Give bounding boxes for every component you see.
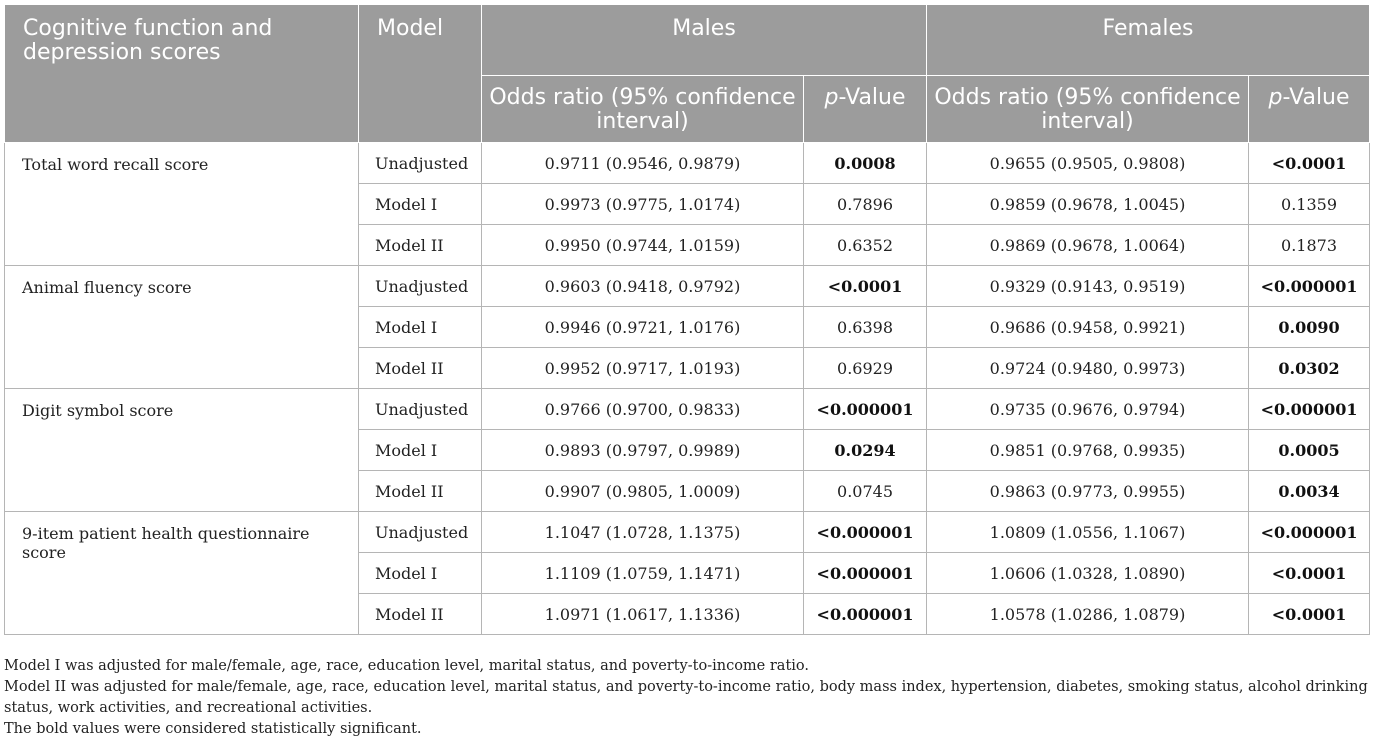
males-odds-ratio-cell: 0.9766 (0.9700, 0.9833) [481, 388, 804, 430]
females-odds-ratio-cell: 0.9686 (0.9458, 0.9921) [926, 306, 1250, 348]
metric-cell: 9-item patient health questionnaire scor… [4, 511, 359, 635]
females-group-header: Females [926, 4, 1371, 76]
model-cell: Model II [358, 593, 482, 635]
model-cell: Unadjusted [358, 142, 482, 184]
table-row: Model I 0.9946 (0.9721, 1.0176) 0.6398 0.96… [5, 306, 1371, 348]
males-odds-ratio-header: Odds ratio (95% confidence interval) [481, 75, 804, 143]
females-p-value-cell: 0.0302 [1248, 347, 1371, 389]
table-row: Model I 0.9973 (0.9775, 1.0174) 0.7896 0.98… [5, 183, 1371, 225]
table-row: 9-item patient health questionnaire scor… [4, 511, 1371, 635]
model-cell: Model I [358, 429, 482, 471]
males-odds-ratio-cell: 1.0971 (1.0617, 1.1336) [481, 593, 804, 635]
males-p-value-cell: 0.0294 [802, 429, 928, 471]
table-header: Cognitive function and depression scores… [4, 4, 1371, 143]
males-odds-ratio-cell: 0.9973 (0.9775, 1.0174) [481, 183, 804, 225]
model-cell: Unadjusted [358, 388, 482, 430]
females-p-value-cell: 0.0034 [1248, 470, 1371, 512]
females-p-value-cell: 0.1873 [1248, 224, 1371, 266]
females-p-value-cell: 0.0090 [1248, 306, 1371, 348]
model-cell: Model I [358, 183, 482, 225]
model-column-header: Model [358, 4, 482, 143]
model-cell: Model II [358, 347, 482, 389]
table-footnotes: Model I was adjusted for male/female, ag… [4, 656, 1370, 740]
footnote-model-i: Model I was adjusted for male/female, ag… [4, 658, 809, 674]
females-p-value-cell: <0.000001 [1248, 511, 1371, 553]
females-odds-ratio-cell: 1.0809 (1.0556, 1.1067) [926, 511, 1250, 553]
females-odds-ratio-cell: 0.9869 (0.9678, 1.0064) [926, 224, 1250, 266]
males-p-value-cell: <0.000001 [802, 388, 928, 430]
metric-cell: Digit symbol score [4, 388, 359, 512]
males-p-value-cell: <0.000001 [802, 593, 928, 635]
females-p-value-cell: 0.0005 [1248, 429, 1371, 471]
males-p-value-cell: 0.6398 [802, 306, 928, 348]
results-table-container: Cognitive function and depression scores… [4, 4, 1371, 635]
model-cell: Unadjusted [358, 511, 482, 553]
females-odds-ratio-cell: 0.9724 (0.9480, 0.9973) [926, 347, 1250, 389]
metric-cell: Animal fluency score [4, 265, 359, 389]
males-odds-ratio-cell: 0.9946 (0.9721, 1.0176) [481, 306, 804, 348]
model-cell: Unadjusted [358, 265, 482, 307]
table-row: Model I 0.9893 (0.9797, 0.9989) 0.0294 0.98… [5, 429, 1371, 471]
p-suffix: -Value [838, 85, 906, 110]
females-odds-ratio-header: Odds ratio (95% confidence interval) [926, 75, 1250, 143]
odds-ratio-table: Cognitive function and depression scores… [4, 4, 1371, 635]
females-odds-ratio-cell: 1.0578 (1.0286, 1.0879) [926, 593, 1250, 635]
males-p-value-cell: 0.0008 [802, 142, 928, 184]
p-italic: p [1268, 85, 1283, 110]
males-odds-ratio-cell: 0.9907 (0.9805, 1.0009) [481, 470, 804, 512]
females-p-value-cell: <0.0001 [1248, 142, 1371, 184]
males-p-value-cell: 0.6352 [802, 224, 928, 266]
model-cell: Model I [358, 552, 482, 594]
footnote-model-ii: Model II was adjusted for male/female, a… [4, 679, 1368, 716]
p-italic: p [824, 85, 839, 110]
males-odds-ratio-cell: 0.9893 (0.9797, 0.9989) [481, 429, 804, 471]
model-cell: Model II [358, 470, 482, 512]
males-p-value-header: p-Value [802, 75, 928, 143]
females-odds-ratio-cell: 0.9655 (0.9505, 0.9808) [926, 142, 1250, 184]
table-row: Model II 0.9952 (0.9717, 1.0193) 0.6929 0.9… [5, 347, 1371, 389]
females-odds-ratio-cell: 0.9859 (0.9678, 1.0045) [926, 183, 1250, 225]
females-odds-ratio-cell: 1.0606 (1.0328, 1.0890) [926, 552, 1250, 594]
males-odds-ratio-cell: 1.1047 (1.0728, 1.1375) [481, 511, 804, 553]
table-row: Model II 0.9907 (0.9805, 1.0009) 0.0745 0.9… [5, 470, 1371, 512]
table-row: Digit symbol score Unadjusted 0.9766 (0.97… [4, 388, 1371, 512]
males-odds-ratio-cell: 0.9950 (0.9744, 1.0159) [481, 224, 804, 266]
males-p-value-cell: 0.6929 [802, 347, 928, 389]
females-odds-ratio-cell: 0.9863 (0.9773, 0.9955) [926, 470, 1250, 512]
footnote-bold-values: The bold values were considered statisti… [4, 721, 422, 737]
table-row: Total word recall score Unadjusted 0.9711 … [4, 142, 1371, 266]
females-p-value-cell: 0.1359 [1248, 183, 1371, 225]
males-group-header: Males [480, 4, 928, 76]
females-p-value-cell: <0.000001 [1248, 388, 1371, 430]
males-p-value-cell: 0.7896 [802, 183, 928, 225]
females-odds-ratio-cell: 0.9851 (0.9768, 0.9935) [926, 429, 1250, 471]
metric-column-header: Cognitive function and depression scores [4, 4, 359, 143]
table-row: Animal fluency score Unadjusted 0.9603 (0.… [4, 265, 1371, 389]
males-p-value-cell: <0.0001 [802, 265, 928, 307]
females-odds-ratio-cell: 0.9735 (0.9676, 0.9794) [926, 388, 1250, 430]
males-p-value-cell: 0.0745 [802, 470, 928, 512]
females-p-value-cell: <0.0001 [1248, 593, 1371, 635]
table-row: Model II 1.0971 (1.0617, 1.1336) <0.000001… [5, 593, 1371, 635]
table-body: Total word recall score Unadjusted 0.9711 … [4, 142, 1371, 635]
model-cell: Model I [358, 306, 482, 348]
model-cell: Model II [358, 224, 482, 266]
females-p-value-cell: <0.000001 [1248, 265, 1371, 307]
p-suffix: -Value [1282, 85, 1350, 110]
males-odds-ratio-cell: 1.1109 (1.0759, 1.1471) [481, 552, 804, 594]
males-odds-ratio-cell: 0.9711 (0.9546, 0.9879) [481, 142, 804, 184]
females-p-value-cell: <0.0001 [1248, 552, 1371, 594]
males-p-value-cell: <0.000001 [802, 552, 928, 594]
females-p-value-header: p-Value [1248, 75, 1371, 143]
metric-cell: Total word recall score [4, 142, 359, 266]
females-odds-ratio-cell: 0.9329 (0.9143, 0.9519) [926, 265, 1250, 307]
males-p-value-cell: <0.000001 [802, 511, 928, 553]
males-odds-ratio-cell: 0.9952 (0.9717, 1.0193) [481, 347, 804, 389]
males-odds-ratio-cell: 0.9603 (0.9418, 0.9792) [481, 265, 804, 307]
table-row: Model II 0.9950 (0.9744, 1.0159) 0.6352 0.9… [5, 224, 1371, 266]
